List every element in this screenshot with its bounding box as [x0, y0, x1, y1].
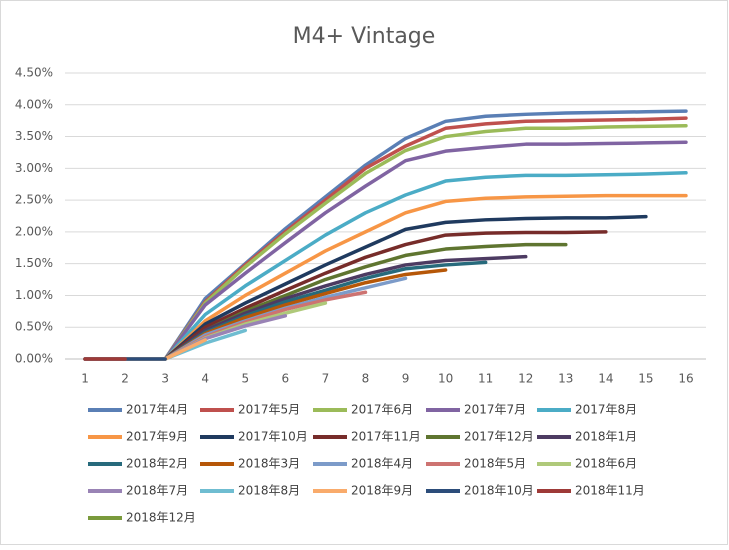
x-tick-label: 11 — [478, 372, 493, 386]
chart-title: M4+ Vintage — [293, 24, 436, 49]
legend-text: 2017年8月 — [575, 403, 637, 417]
x-tick-label: 9 — [402, 372, 410, 386]
x-tick-label: 15 — [638, 372, 653, 386]
y-tick-label: 0.00% — [15, 352, 53, 366]
y-tick-label: 4.50% — [15, 66, 53, 80]
series-line — [83, 171, 688, 361]
x-tick-label: 1 — [81, 372, 89, 386]
legend-text: 2018年4月 — [351, 457, 413, 471]
y-tick-label: 2.00% — [15, 224, 53, 238]
y-tick-label: 3.00% — [15, 161, 53, 175]
x-tick-label: 10 — [438, 372, 453, 386]
x-tick-label: 4 — [201, 372, 209, 386]
legend-text: 2018年12月 — [126, 511, 196, 525]
y-tick-label: 4.00% — [15, 97, 53, 111]
x-tick-label: 5 — [241, 372, 249, 386]
legend-text: 2018年2月 — [126, 457, 188, 471]
legend-text: 2017年11月 — [351, 430, 421, 444]
legend-text: 2018年8月 — [238, 484, 300, 498]
series-line — [83, 140, 688, 361]
legend-text: 2017年7月 — [464, 403, 526, 417]
x-tick-label: 6 — [282, 372, 290, 386]
legend-text: 2017年10月 — [238, 430, 308, 444]
y-tick-label: 3.50% — [15, 129, 53, 143]
y-tick-label: 1.00% — [15, 288, 53, 302]
legend-text: 2018年7月 — [126, 484, 188, 498]
legend-text: 2018年6月 — [575, 457, 637, 471]
legend-text: 2017年5月 — [238, 403, 300, 417]
x-tick-label: 3 — [161, 372, 169, 386]
legend-text: 2018年11月 — [575, 484, 645, 498]
legend-text: 2018年1月 — [575, 430, 637, 444]
legend-text: 2018年9月 — [351, 484, 413, 498]
x-tick-label: 7 — [322, 372, 330, 386]
y-tick-label: 1.50% — [15, 256, 53, 270]
x-tick-label: 13 — [558, 372, 573, 386]
y-tick-label: 2.50% — [15, 193, 53, 207]
legend-text: 2018年3月 — [238, 457, 300, 471]
legend-text: 2017年4月 — [126, 403, 188, 417]
x-tick-label: 16 — [678, 372, 693, 386]
x-tick-label: 8 — [362, 372, 370, 386]
y-tick-label: 0.50% — [15, 320, 53, 334]
x-tick-label: 2 — [121, 372, 129, 386]
legend-text: 2017年6月 — [351, 403, 413, 417]
legend-text: 2017年12月 — [464, 430, 534, 444]
legend-text: 2017年9月 — [126, 430, 188, 444]
x-tick-label: 12 — [518, 372, 533, 386]
x-tick-label: 14 — [598, 372, 613, 386]
legend-text: 2018年10月 — [464, 484, 534, 498]
legend-text: 2018年5月 — [464, 457, 526, 471]
